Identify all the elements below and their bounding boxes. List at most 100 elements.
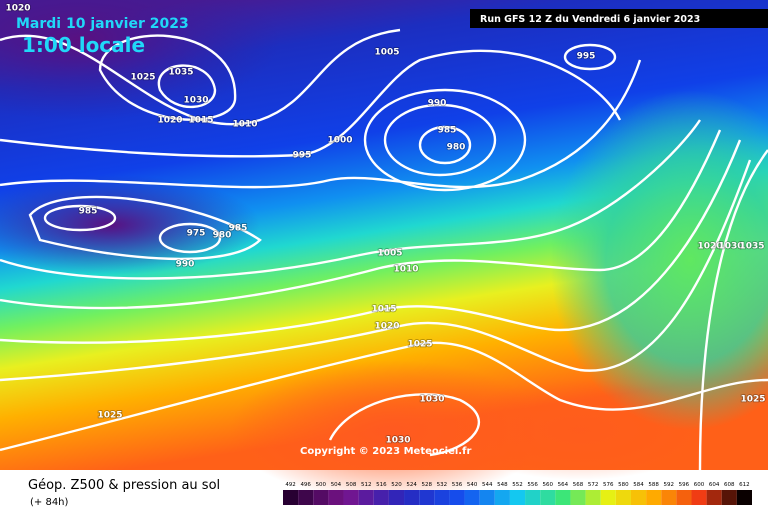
isobar-label: 1030 — [718, 242, 743, 252]
field-high — [230, 360, 550, 500]
isobar-label: 1025 — [97, 411, 122, 421]
scale-cell — [646, 490, 662, 505]
scale-cell — [585, 490, 601, 505]
isobar-label: 1010 — [393, 265, 418, 275]
scale-label: 492 — [285, 482, 296, 488]
scale-label: 596 — [679, 482, 690, 488]
isobar-label: 1020 — [374, 322, 399, 332]
scale-cell — [283, 490, 299, 505]
isobar-label: 985 — [229, 224, 248, 234]
isobar-label: 1005 — [377, 249, 402, 259]
scale-cell — [615, 490, 631, 505]
scale-label: 512 — [361, 482, 372, 488]
isobar — [0, 28, 401, 126]
scale-label: 520 — [391, 482, 402, 488]
color-scale: 492 496 500 504 508 512 516 520 524 528 532 536 540 5… — [283, 482, 752, 505]
isobar — [563, 43, 617, 71]
scale-cell — [358, 490, 374, 505]
scale-cell — [525, 490, 541, 505]
isobar-label: 1010 — [232, 120, 257, 130]
isobar — [43, 204, 117, 232]
scale-label: 524 — [406, 482, 417, 488]
isobar-label: 1035 — [168, 68, 193, 78]
field-high — [450, 380, 710, 480]
isobar-label: 980 — [213, 231, 232, 241]
run-box — [470, 9, 768, 28]
scale-cell — [328, 490, 344, 505]
scale-cell — [676, 490, 692, 505]
scale-cell — [600, 490, 616, 505]
isobar-label: 990 — [176, 260, 195, 270]
scale-label: 532 — [437, 482, 448, 488]
scale-label: 564 — [558, 482, 569, 488]
isobar — [0, 59, 642, 189]
isobar-label: 1030 — [183, 96, 208, 106]
copyright: Copyright © 2023 Meteociel.fr — [300, 446, 471, 457]
scale-cell — [373, 490, 389, 505]
isobar-label: 1025 — [740, 395, 765, 405]
isobar — [28, 195, 262, 261]
scale-label: 568 — [573, 482, 584, 488]
isobar — [328, 393, 481, 457]
isobar — [363, 88, 527, 192]
isobar — [157, 64, 217, 109]
isobar-label: 980 — [447, 143, 466, 153]
isobar — [0, 159, 752, 382]
scale-label: 516 — [376, 482, 387, 488]
scale-label: 528 — [421, 482, 432, 488]
scale-label: 560 — [543, 482, 554, 488]
isobar-label: 1025 — [130, 73, 155, 83]
scale-label: 540 — [467, 482, 478, 488]
isobar-label: 1020 — [5, 4, 30, 14]
isobar-label: 1020 — [697, 242, 722, 252]
scale-cell — [479, 490, 495, 505]
isobar-label: 1030 — [385, 436, 410, 446]
scale-label: 508 — [346, 482, 357, 488]
scale-cell — [434, 490, 450, 505]
scale-cell — [540, 490, 556, 505]
isobar — [0, 139, 742, 344]
scale-cell — [691, 490, 707, 505]
scale-cell — [464, 490, 480, 505]
scale-label: 552 — [512, 482, 523, 488]
scale-cell — [721, 490, 737, 505]
scale-cell — [388, 490, 405, 505]
isobar — [0, 49, 622, 158]
scale-cell — [298, 490, 314, 505]
isobar — [698, 149, 768, 471]
scale-cell — [706, 490, 722, 505]
scale-label: 496 — [300, 482, 311, 488]
scale-label: 576 — [603, 482, 614, 488]
isobar-label: 990 — [428, 99, 447, 109]
scale-label: 556 — [527, 482, 538, 488]
lead-time: (+ 84h) — [30, 497, 69, 508]
isobar-label: 1015 — [188, 116, 213, 126]
isobar-label: 985 — [438, 126, 457, 136]
isobars — [0, 28, 768, 471]
scale-label: 544 — [482, 482, 493, 488]
isobar — [383, 103, 497, 177]
scale-cell — [419, 490, 435, 505]
isobar-label: 1035 — [739, 242, 764, 252]
scale-cell — [630, 490, 647, 505]
isobar-label: 1015 — [371, 305, 396, 315]
isobar — [98, 34, 237, 121]
scale-cell — [555, 490, 571, 505]
scale-label: 504 — [331, 482, 342, 488]
scale-label: 604 — [709, 482, 720, 488]
field-ridge — [550, 90, 768, 430]
scale-label: 580 — [618, 482, 629, 488]
scale-cell — [449, 490, 465, 505]
isobar — [158, 222, 222, 254]
scale-label: 608 — [724, 482, 735, 488]
run-info: Run GFS 12 Z du Vendredi 6 janvier 2023 — [480, 14, 700, 25]
scale-cell — [661, 490, 677, 505]
isobar-label: 975 — [187, 229, 206, 239]
scale-label: 612 — [739, 482, 750, 488]
scale-cell — [736, 490, 752, 505]
scale-label: 572 — [588, 482, 599, 488]
scale-label: 500 — [316, 482, 327, 488]
scale-label: 588 — [648, 482, 659, 488]
